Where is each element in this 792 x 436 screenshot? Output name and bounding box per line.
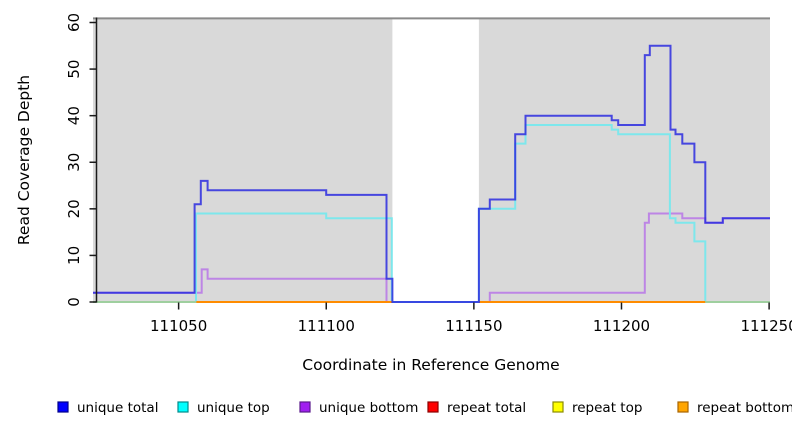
legend-item-repeat-total: repeat total: [427, 400, 526, 416]
y-axis: 0 10 20 30 40 50 60: [65, 13, 98, 307]
y-tick-label: 0: [65, 297, 83, 307]
legend-swatch: [677, 401, 689, 413]
legend-label: unique total: [77, 400, 158, 416]
no-data-region: [392, 17, 479, 303]
x-tick-label: 111050: [150, 317, 207, 335]
y-tick-label: 20: [65, 199, 83, 218]
legend-item-unique-total: unique total: [57, 400, 158, 416]
legend-swatch: [427, 401, 439, 413]
legend-item-unique-top: unique top: [177, 400, 270, 416]
legend-label: repeat total: [447, 400, 526, 416]
y-tick-label: 30: [65, 153, 83, 172]
x-tick-label: 111100: [298, 317, 355, 335]
y-tick-label: 10: [65, 246, 83, 265]
series-unique-top: [93, 124, 770, 303]
series-lines: [93, 44, 770, 303]
legend-item-repeat-top: repeat top: [552, 400, 642, 416]
y-tick-label: 40: [65, 106, 83, 125]
legend-item-unique-bottom: unique bottom: [299, 400, 418, 416]
legend-swatch: [299, 401, 311, 413]
legend-swatch: [57, 401, 69, 413]
legend-swatch: [177, 401, 189, 413]
legend-label: repeat top: [572, 400, 642, 416]
legend-item-repeat-bottom: repeat bottom: [677, 400, 792, 416]
x-axis: 111050 111100 111150 111200 111250: [150, 302, 792, 335]
y-axis-title: Read Coverage Depth: [15, 75, 33, 245]
x-axis-title: Coordinate in Reference Genome: [302, 356, 559, 374]
series-unique-total: [93, 44, 770, 303]
legend-label: unique bottom: [319, 400, 418, 416]
y-tick-label: 50: [65, 60, 83, 79]
legend-label: repeat bottom: [697, 400, 792, 416]
legend-label: unique top: [197, 400, 270, 416]
x-tick-label: 111250: [740, 317, 792, 335]
legend: unique total unique top unique bottom repea…: [57, 400, 792, 416]
legend-swatch: [552, 401, 564, 413]
x-tick-label: 111150: [445, 317, 502, 335]
x-tick-label: 111200: [593, 317, 650, 335]
y-tick-label: 60: [65, 13, 83, 32]
